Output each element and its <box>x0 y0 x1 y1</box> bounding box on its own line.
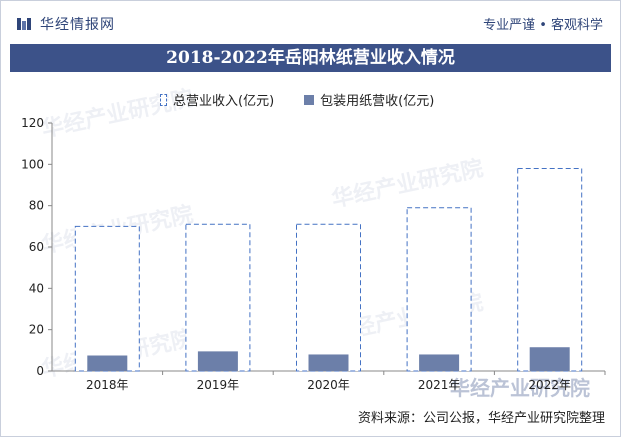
x-tick-label: 2018年 <box>86 378 129 392</box>
legend-item-paper: 包装用纸营收(亿元) <box>304 90 434 109</box>
bar-total <box>517 167 583 372</box>
x-tick-label: 2022年 <box>528 378 571 392</box>
bar-total <box>74 225 140 372</box>
watermark: 华经产业研究院 <box>450 376 590 400</box>
bar-paper <box>308 354 349 371</box>
bar-paper <box>529 347 570 371</box>
legend: 总营业收入(亿元) 包装用纸营收(亿元) <box>160 90 434 109</box>
legend-swatch-total <box>160 93 167 106</box>
legend-label-paper: 包装用纸营收(亿元) <box>320 94 435 109</box>
y-tick-label: 60 <box>29 240 44 254</box>
y-tick-label: 80 <box>29 199 44 213</box>
x-tick-label: 2019年 <box>197 378 240 392</box>
x-tick-label: 2021年 <box>418 378 461 392</box>
y-tick-label: 40 <box>29 281 44 295</box>
legend-label-total: 总营业收入(亿元) <box>173 94 275 109</box>
source-note: 资料来源：公司公报，华经产业研究院整理 <box>357 411 605 426</box>
legend-swatch-paper <box>304 94 315 105</box>
bar-total <box>185 223 251 372</box>
brand-logo-icon <box>17 18 31 30</box>
y-tick-label: 20 <box>29 323 44 337</box>
bar-total <box>296 223 361 372</box>
legend-item-total: 总营业收入(亿元) <box>160 90 274 109</box>
y-tick-label: 120 <box>21 116 44 130</box>
y-tick-label: 100 <box>21 157 44 171</box>
header-slogan: 专业严谨 • 客观科学 <box>483 18 603 33</box>
bar-paper <box>197 351 238 371</box>
chart-title: 2018-2022年岳阳林纸营业收入情况 <box>166 48 455 68</box>
y-tick-label: 0 <box>36 364 44 378</box>
x-tick-label: 2020年 <box>307 378 350 392</box>
brand-name: 华经情报网 <box>40 17 115 33</box>
bar-total <box>406 207 472 372</box>
bar-paper <box>87 355 128 371</box>
header: 华经情报网 专业严谨 • 客观科学 <box>0 0 621 46</box>
brand: 华经情报网 <box>16 14 115 34</box>
title-bar: 2018-2022年岳阳林纸营业收入情况 <box>10 44 611 72</box>
bar-paper <box>419 354 460 371</box>
